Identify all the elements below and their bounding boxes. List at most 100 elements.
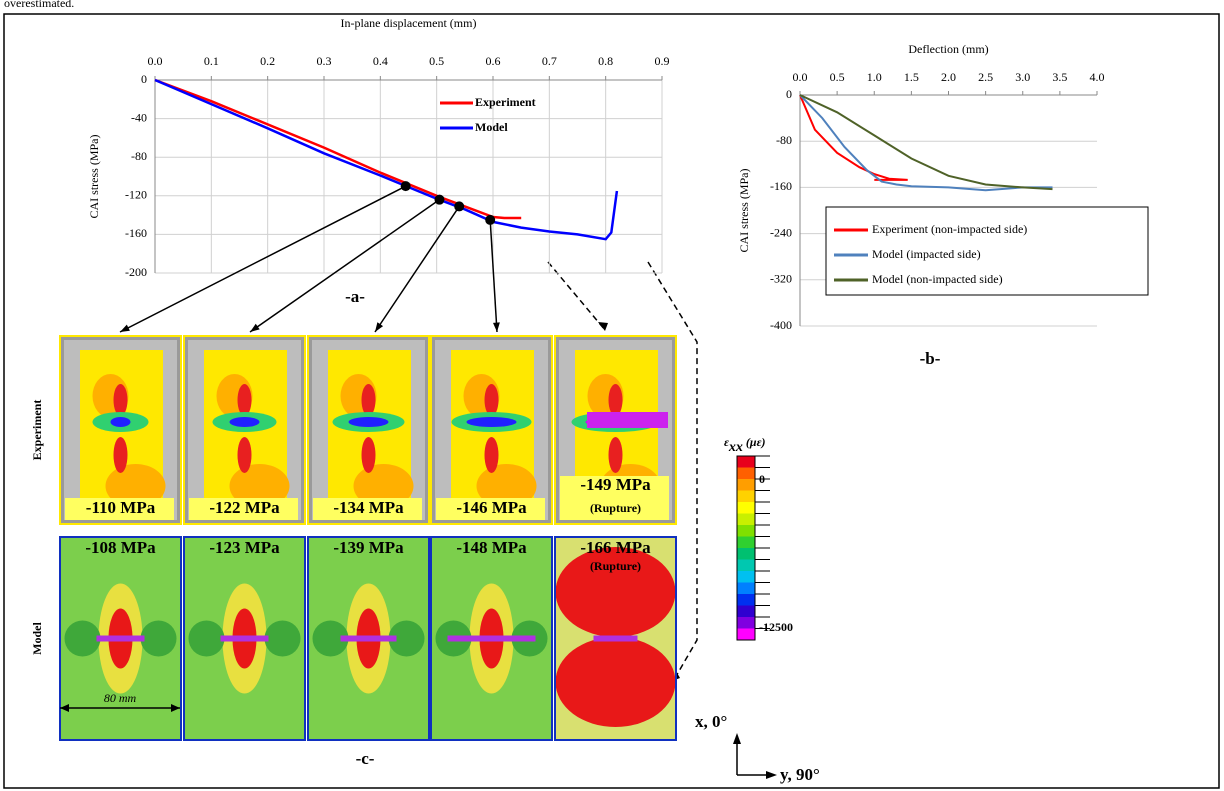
strain-blob bbox=[65, 621, 101, 657]
crack-line bbox=[97, 636, 145, 642]
x-tick-label: 1.0 bbox=[867, 70, 882, 84]
y-tick-label: -80 bbox=[776, 133, 792, 147]
strain-blob bbox=[238, 384, 252, 416]
arrow bbox=[375, 206, 459, 332]
field-image bbox=[184, 336, 305, 524]
stress-label: -110 MPa bbox=[86, 498, 156, 517]
colorbar-swatch bbox=[737, 468, 755, 480]
figure: overestimated. x, 0° y, 90° In-plane dis… bbox=[0, 0, 1224, 791]
stress-label: -166 MPa bbox=[580, 538, 651, 557]
y-tick-label: -120 bbox=[125, 188, 147, 202]
arrow bbox=[490, 220, 497, 332]
x-tick-label: 0.8 bbox=[598, 54, 613, 68]
stress-label: -108 MPa bbox=[85, 538, 156, 557]
strain-core bbox=[230, 417, 260, 427]
strain-blob bbox=[238, 437, 252, 473]
legend-label: Experiment bbox=[475, 95, 536, 109]
y-tick-label: 0 bbox=[141, 72, 147, 86]
scale-label: 80 mm bbox=[104, 691, 137, 705]
arrow-head bbox=[375, 322, 383, 332]
strain-core bbox=[349, 417, 389, 427]
strain-blob bbox=[362, 437, 376, 473]
x-tick-label: 0.3 bbox=[317, 54, 332, 68]
colorbar-swatch bbox=[737, 456, 755, 468]
colorbar-swatch bbox=[737, 537, 755, 549]
x-tick-label: 0.2 bbox=[260, 54, 275, 68]
x-tick-label: 0.7 bbox=[542, 54, 557, 68]
strain-blob bbox=[556, 637, 676, 727]
strain-blob bbox=[609, 384, 623, 416]
arrow-head bbox=[493, 322, 500, 332]
colorbar-swatch bbox=[737, 514, 755, 526]
legend-label: Model (impacted side) bbox=[872, 247, 981, 261]
legend-label: Experiment (non-impacted side) bbox=[872, 222, 1027, 236]
x-tick-label: 0.0 bbox=[793, 70, 808, 84]
y-tick-label: -160 bbox=[125, 226, 147, 240]
stress-label: -146 MPa bbox=[456, 498, 527, 517]
y-tick-label: -240 bbox=[770, 225, 792, 239]
panel-label: -c- bbox=[356, 749, 375, 768]
colorbar-label: -12500 bbox=[759, 620, 793, 634]
x-tick-label: 0.5 bbox=[429, 54, 444, 68]
strain-blob bbox=[609, 437, 623, 473]
x-axis-title: In-plane displacement (mm) bbox=[341, 16, 477, 30]
axis-y-label: y, 90° bbox=[780, 765, 820, 784]
colorbar-swatch bbox=[737, 525, 755, 537]
y-tick-label: -80 bbox=[131, 149, 147, 163]
legend-label: Model bbox=[475, 120, 508, 134]
arrow bbox=[250, 200, 439, 332]
header-text: overestimated. bbox=[4, 0, 74, 10]
rupture-note: (Rupture) bbox=[590, 559, 641, 573]
stress-label: -139 MPa bbox=[333, 538, 404, 557]
colorbar-swatch bbox=[737, 594, 755, 606]
strain-blob bbox=[362, 384, 376, 416]
strain-blob bbox=[141, 621, 177, 657]
field-image bbox=[60, 537, 181, 740]
colorbar-swatch bbox=[737, 491, 755, 503]
colorbar-swatch bbox=[737, 502, 755, 514]
crack-line bbox=[594, 636, 638, 642]
field-image bbox=[431, 336, 552, 524]
panel-label: -a- bbox=[345, 287, 365, 306]
arrow-head bbox=[598, 322, 608, 331]
colorbar-swatch bbox=[737, 560, 755, 572]
field-image bbox=[60, 336, 181, 524]
crack-line bbox=[448, 636, 536, 642]
arrow-head bbox=[120, 325, 130, 332]
field-image bbox=[308, 336, 429, 524]
stress-label: -122 MPa bbox=[209, 498, 280, 517]
series-line bbox=[155, 80, 521, 218]
stress-label: -123 MPa bbox=[209, 538, 280, 557]
y-axis-title: CAI stress (MPa) bbox=[87, 135, 101, 219]
crack-line bbox=[341, 636, 397, 642]
row-label: Model bbox=[30, 622, 44, 655]
x-tick-label: 0.0 bbox=[148, 54, 163, 68]
y-tick-label: 0 bbox=[786, 87, 792, 101]
crack-line bbox=[221, 636, 269, 642]
stress-label: -134 MPa bbox=[333, 498, 404, 517]
colorbar-unit: (με) bbox=[743, 435, 766, 449]
colorbar-label: 0 bbox=[759, 472, 765, 486]
series-line bbox=[155, 80, 617, 239]
x-tick-label: 0.9 bbox=[655, 54, 670, 68]
y-tick-label: -200 bbox=[125, 265, 147, 279]
strain-core bbox=[467, 417, 517, 427]
colorbar-swatch bbox=[737, 629, 755, 641]
series-line bbox=[800, 95, 1053, 190]
field-image bbox=[308, 537, 429, 740]
field-image bbox=[555, 336, 676, 524]
stress-label: -148 MPa bbox=[456, 538, 527, 557]
x-tick-label: 1.5 bbox=[904, 70, 919, 84]
x-tick-label: 3.5 bbox=[1052, 70, 1067, 84]
x-tick-label: 2.5 bbox=[978, 70, 993, 84]
x-axis-title: Deflection (mm) bbox=[908, 42, 988, 56]
colorbar-swatch bbox=[737, 617, 755, 629]
x-tick-label: 3.0 bbox=[1015, 70, 1030, 84]
arrow bbox=[120, 186, 406, 332]
strain-blob bbox=[485, 437, 499, 473]
x-tick-label: 0.4 bbox=[373, 54, 388, 68]
colorbar-swatch bbox=[737, 548, 755, 560]
stress-label: -149 MPa bbox=[580, 475, 651, 494]
colorbar-swatch bbox=[737, 606, 755, 618]
x-tick-label: 2.0 bbox=[941, 70, 956, 84]
